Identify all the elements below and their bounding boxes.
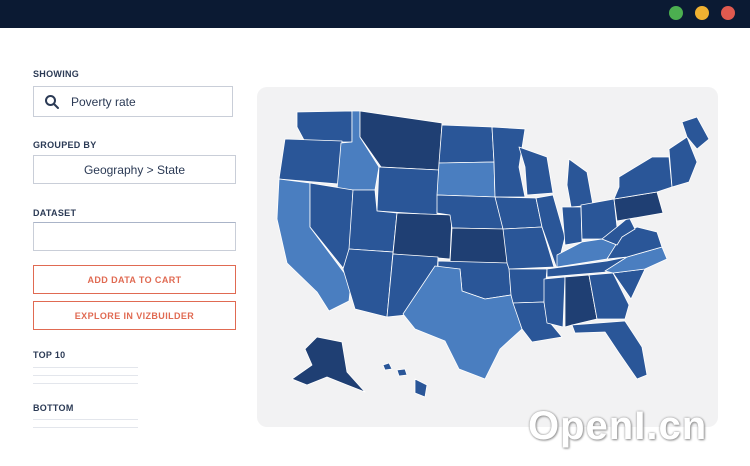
grouped-by-value: Geography > State	[83, 162, 186, 177]
state-nd[interactable]	[438, 124, 495, 164]
state-co[interactable]	[392, 212, 453, 260]
red-window-control[interactable]	[721, 6, 735, 20]
search-field[interactable]: Poverty rate	[33, 86, 233, 117]
state-new-england[interactable]	[668, 136, 698, 188]
state-wi[interactable]	[518, 146, 554, 196]
explore-in-vizbuilder-button[interactable]: EXPLORE IN VIZBUILDER	[33, 301, 236, 330]
state-me[interactable]	[681, 116, 710, 150]
state-ar[interactable]	[508, 268, 548, 304]
state-ga[interactable]	[588, 272, 630, 320]
state-ks[interactable]	[449, 227, 508, 264]
grouped-by-label: GROUPED BY	[33, 140, 97, 150]
grouped-by-select[interactable]: Geography > State	[33, 155, 236, 184]
state-ms[interactable]	[543, 276, 566, 328]
title-bar	[0, 0, 750, 28]
add-data-to-cart-button[interactable]: ADD DATA TO CART	[33, 265, 236, 294]
state-az[interactable]	[342, 248, 394, 318]
bottom-list-divider	[33, 427, 138, 428]
state-tx[interactable]	[402, 265, 523, 380]
bottom-list-divider	[33, 419, 138, 420]
state-mo[interactable]	[502, 226, 555, 270]
state-wv[interactable]	[601, 216, 636, 246]
state-or[interactable]	[278, 138, 343, 185]
top-list-divider	[33, 375, 138, 376]
state-ia[interactable]	[494, 196, 543, 230]
dataset-field[interactable]	[33, 222, 236, 251]
state-al[interactable]	[564, 274, 598, 328]
state-mi[interactable]	[566, 158, 594, 208]
state-ak[interactable]	[291, 336, 366, 393]
state-wy[interactable]	[376, 166, 440, 216]
showing-label: SHOWING	[33, 69, 80, 79]
state-mn[interactable]	[491, 126, 526, 198]
yellow-window-control[interactable]	[695, 6, 709, 20]
top-list-divider	[33, 367, 138, 368]
us-choropleth-map	[276, 110, 710, 398]
dataset-label: DATASET	[33, 208, 77, 218]
state-fl[interactable]	[571, 320, 648, 380]
map-panel	[257, 87, 718, 427]
search-icon	[45, 95, 59, 109]
state-hi[interactable]	[382, 362, 428, 398]
green-window-control[interactable]	[669, 6, 683, 20]
sidebar: SHOWING Poverty rate GROUPED BY Geograph…	[0, 28, 250, 466]
watermark: OpenI.cn	[528, 404, 708, 448]
top-list-divider	[33, 383, 138, 384]
state-wa[interactable]	[296, 110, 353, 143]
state-sd[interactable]	[436, 161, 496, 198]
search-input[interactable]: Poverty rate	[71, 95, 136, 109]
state-ny[interactable]	[613, 156, 673, 200]
bottom-label: BOTTOM	[33, 403, 74, 413]
state-in[interactable]	[561, 206, 583, 246]
top-10-label: TOP 10	[33, 350, 66, 360]
